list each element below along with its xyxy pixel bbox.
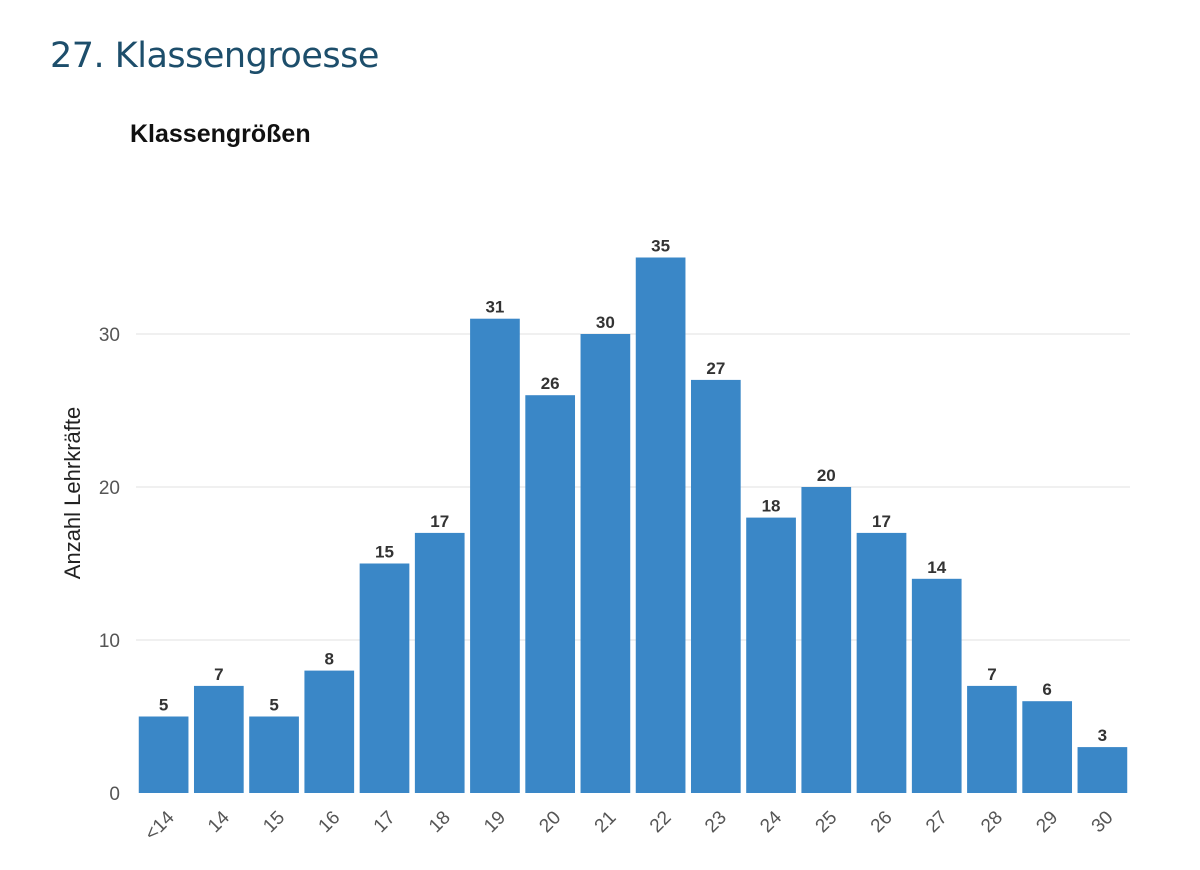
x-axis-ticks: <14 14 15 16 17 18 19 20 21 22 23 24 25 26 27 28 29 30 bbox=[141, 807, 1117, 845]
bar-value-label: 5 bbox=[159, 696, 168, 715]
x-tick-label: 25 bbox=[812, 807, 842, 837]
x-tick-label: 20 bbox=[535, 807, 565, 837]
bar bbox=[1022, 701, 1073, 793]
bar-value-label: 30 bbox=[596, 313, 615, 332]
bar-value-label: 6 bbox=[1042, 680, 1051, 699]
x-tick-label: 16 bbox=[315, 807, 345, 837]
y-tick-label: 30 bbox=[99, 325, 120, 346]
gridlines bbox=[136, 333, 1130, 641]
bar bbox=[856, 532, 907, 793]
bar-value-label: 20 bbox=[817, 466, 836, 485]
bar bbox=[414, 532, 465, 793]
x-tick-label: 29 bbox=[1032, 807, 1062, 837]
y-tick-label: 10 bbox=[99, 631, 120, 652]
bar-value-labels: 5 7 5 8 15 17 31 26 30 35 27 18 20 17 14 7 6 3 bbox=[159, 237, 1107, 746]
bar-value-label: 17 bbox=[872, 512, 891, 531]
bar bbox=[967, 685, 1017, 793]
x-tick-label: 14 bbox=[204, 807, 234, 837]
x-tick-label: 30 bbox=[1088, 807, 1118, 837]
bar bbox=[690, 379, 741, 793]
y-tick-label: 20 bbox=[99, 478, 120, 499]
bar-value-label: 18 bbox=[762, 497, 781, 516]
bar-value-label: 8 bbox=[325, 650, 334, 669]
x-tick-label: 19 bbox=[480, 807, 510, 837]
bar-value-label: 5 bbox=[269, 696, 278, 715]
x-tick-label: 17 bbox=[370, 807, 400, 837]
x-tick-label: 22 bbox=[646, 807, 676, 837]
bar bbox=[359, 563, 410, 793]
bar-value-label: 14 bbox=[927, 558, 946, 577]
bar bbox=[635, 257, 686, 793]
y-tick-label: 0 bbox=[109, 784, 120, 805]
bar-value-label: 35 bbox=[651, 237, 670, 256]
x-tick-label: 21 bbox=[591, 807, 621, 837]
bar bbox=[746, 517, 796, 793]
bar-value-label: 3 bbox=[1098, 726, 1107, 745]
bar bbox=[138, 716, 189, 793]
x-tick-label: 24 bbox=[756, 807, 786, 837]
bar bbox=[470, 318, 520, 793]
bar-value-label: 26 bbox=[541, 374, 560, 393]
bar-value-label: 7 bbox=[214, 665, 223, 684]
bar bbox=[525, 395, 576, 793]
page-heading: 27. Klassengroesse bbox=[50, 36, 379, 76]
bar-value-label: 15 bbox=[375, 543, 394, 562]
bar bbox=[193, 685, 244, 793]
bar-value-label: 27 bbox=[706, 359, 725, 378]
bar bbox=[304, 670, 355, 793]
x-tick-label: 27 bbox=[922, 807, 952, 837]
bar bbox=[580, 334, 631, 793]
x-tick-label: 23 bbox=[701, 807, 731, 837]
y-axis-ticks: 0 10 20 30 bbox=[99, 325, 120, 805]
bar bbox=[249, 716, 299, 793]
chart-title: Klassengrößen bbox=[130, 120, 311, 148]
bar-value-label: 17 bbox=[430, 512, 449, 531]
bar bbox=[911, 578, 962, 793]
bar-value-label: 7 bbox=[987, 665, 996, 684]
x-tick-label: 15 bbox=[259, 807, 289, 837]
x-tick-label: 26 bbox=[867, 807, 897, 837]
x-tick-label: 18 bbox=[425, 807, 455, 837]
bar bbox=[1077, 747, 1128, 793]
bars bbox=[138, 257, 1128, 793]
x-tick-label: <14 bbox=[141, 807, 179, 845]
y-axis-label: Anzahl Lehrkräfte bbox=[60, 407, 85, 579]
bar bbox=[801, 487, 852, 793]
x-tick-label: 28 bbox=[977, 807, 1007, 837]
bar-value-label: 31 bbox=[485, 298, 504, 317]
